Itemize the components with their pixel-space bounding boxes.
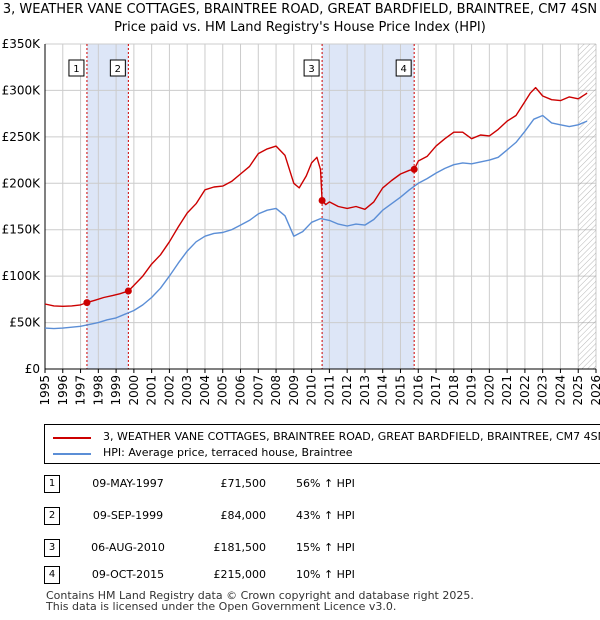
y-tick-label: £50K <box>9 316 41 330</box>
x-tick-label: 2003 <box>180 375 194 406</box>
x-tick-label: 2015 <box>393 375 407 406</box>
x-tick-label: 2017 <box>429 375 443 406</box>
footer-licence: This data is licensed under the Open Gov… <box>46 600 397 613</box>
footer-copyright: Contains HM Land Registry data © Crown c… <box>46 589 474 602</box>
x-tick-label: 2010 <box>305 375 319 406</box>
x-tick-label: 2026 <box>589 375 600 406</box>
sale-number-label: 2 <box>115 64 121 75</box>
x-tick-label: 2020 <box>482 375 496 406</box>
transaction-number: 3 <box>44 539 60 557</box>
transaction-price: £181,500 <box>213 541 267 554</box>
sale-number-label: 3 <box>308 64 314 75</box>
sale-point <box>318 196 326 204</box>
y-tick-label: £350K <box>2 37 42 51</box>
transaction-date: 06-AUG-2010 <box>91 541 165 554</box>
transaction-hpi-change: 56% ↑ HPI <box>296 477 355 490</box>
y-tick-label: £150K <box>2 223 42 237</box>
transaction-hpi-change: 10% ↑ HPI <box>296 568 355 581</box>
transaction-number: 2 <box>44 507 60 525</box>
shaded-period <box>86 44 129 369</box>
legend-label-property: 3, WEATHER VANE COTTAGES, BRAINTREE ROAD… <box>103 430 600 443</box>
x-tick-label: 2013 <box>358 375 372 406</box>
sale-number-box <box>68 59 85 77</box>
sale-point <box>410 165 418 173</box>
x-tick-label: 2005 <box>216 375 230 406</box>
sale-point <box>124 287 132 295</box>
transaction-number: 4 <box>44 566 60 584</box>
legend-swatch-hpi <box>53 453 91 455</box>
transaction-date: 09-OCT-2015 <box>91 568 165 581</box>
projection-hatch <box>578 44 596 369</box>
transaction-row: 1 09-MAY-1997 £71,500 56% ↑ HPI <box>0 475 600 495</box>
transaction-date: 09-MAY-1997 <box>92 477 164 490</box>
x-tick-label: 2014 <box>376 375 390 406</box>
y-tick-label: £0 <box>25 362 40 376</box>
x-tick-label: 2012 <box>340 375 354 406</box>
x-tick-label: 2023 <box>536 375 550 406</box>
x-tick-label: 2021 <box>500 375 514 406</box>
chart-title: 3, WEATHER VANE COTTAGES, BRAINTREE ROAD… <box>2 2 598 17</box>
sale-point <box>83 299 91 307</box>
y-tick-label: £250K <box>2 130 42 144</box>
x-tick-label: 1995 <box>38 375 52 406</box>
x-tick-label: 2025 <box>571 375 585 406</box>
y-tick-label: £300K <box>2 83 42 97</box>
transaction-row: 4 09-OCT-2015 £215,000 10% ↑ HPI <box>0 566 600 586</box>
x-tick-label: 2002 <box>162 375 176 406</box>
legend: 3, WEATHER VANE COTTAGES, BRAINTREE ROAD… <box>44 424 600 464</box>
x-tick-label: 2018 <box>447 375 461 406</box>
y-tick-label: £100K <box>2 269 42 283</box>
sale-number-label: 4 <box>400 64 406 75</box>
x-tick-label: 2024 <box>553 375 567 406</box>
x-tick-label: 1997 <box>74 375 88 406</box>
transaction-row: 2 09-SEP-1999 £84,000 43% ↑ HPI <box>0 507 600 527</box>
transaction-hpi-change: 43% ↑ HPI <box>296 509 355 522</box>
transaction-row: 3 06-AUG-2010 £181,500 15% ↑ HPI <box>0 539 600 559</box>
legend-label-hpi: HPI: Average price, terraced house, Brai… <box>103 446 353 459</box>
property-price-line <box>44 86 588 307</box>
x-tick-label: 1999 <box>109 375 123 406</box>
x-tick-label: 2011 <box>322 375 336 406</box>
transaction-date: 09-SEP-1999 <box>92 509 164 522</box>
price-chart: £0 £50K £100K £150K £200K £250K £300K £350K 1995… <box>2 37 600 406</box>
sale-number-box <box>109 59 126 77</box>
x-tick-label: 2009 <box>287 375 301 406</box>
hpi-line <box>44 114 588 330</box>
x-tick-label: 2004 <box>198 375 212 406</box>
x-tick-label: 2007 <box>251 375 265 406</box>
x-tick-label: 1998 <box>91 375 105 406</box>
transaction-hpi-change: 15% ↑ HPI <box>296 541 355 554</box>
transaction-price: £215,000 <box>213 568 267 581</box>
x-tick-label: 2016 <box>411 375 425 406</box>
transaction-price: £71,500 <box>220 477 267 490</box>
transaction-price: £84,000 <box>220 509 267 522</box>
x-tick-label: 2022 <box>518 375 532 406</box>
x-tick-label: 2001 <box>145 375 159 406</box>
x-tick-label: 1996 <box>56 375 70 406</box>
transaction-number: 1 <box>44 475 60 493</box>
sale-number-box <box>303 59 320 77</box>
x-tick-label: 2008 <box>269 375 283 406</box>
sale-number-box <box>395 59 412 77</box>
x-tick-label: 2000 <box>127 375 141 406</box>
legend-swatch-property <box>53 437 91 439</box>
sale-number-label: 1 <box>73 64 79 75</box>
y-tick-label: £200K <box>2 176 42 190</box>
chart-subtitle: Price paid vs. HM Land Registry's House … <box>114 20 486 35</box>
x-tick-label: 2006 <box>234 375 248 406</box>
x-tick-label: 2019 <box>465 375 479 406</box>
